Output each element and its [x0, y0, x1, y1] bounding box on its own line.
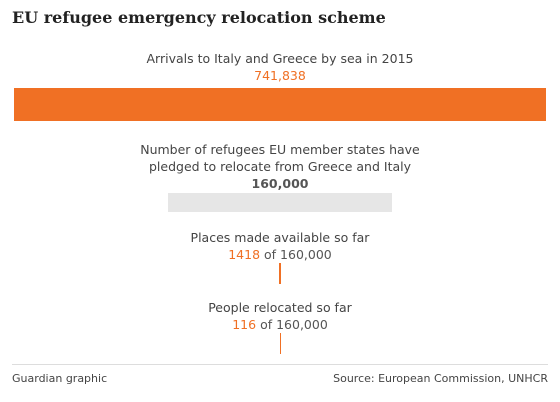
value-suffix: of 160,000 — [260, 317, 328, 332]
value-label: 1418 — [228, 247, 261, 262]
value-label-row: 116 of 160,000 — [0, 316, 560, 333]
bar-label: Arrivals to Italy and Greece by sea in 2… — [146, 51, 414, 66]
value-label-row: 741,838 — [0, 67, 560, 84]
source: Source: European Commission, UNHCR — [333, 372, 548, 385]
bar — [14, 88, 546, 121]
value-suffix: of 160,000 — [264, 247, 332, 262]
value-label: 116 — [232, 317, 257, 332]
credit: Guardian graphic — [12, 372, 108, 385]
value-label-row: 160,000 — [0, 175, 560, 192]
value-label: 741,838 — [254, 68, 306, 83]
bar — [168, 193, 392, 212]
bar-label: Places made available so far — [190, 230, 370, 245]
bar-label: Number of refugees EU member states have… — [140, 142, 420, 174]
value-label-row: 1418 of 160,000 — [0, 246, 560, 263]
value-label: 160,000 — [251, 176, 309, 191]
divider — [12, 364, 548, 365]
chart-title: EU refugee emergency relocation scheme — [12, 8, 386, 27]
bar — [279, 263, 281, 284]
bar-label: People relocated so far — [208, 300, 352, 315]
